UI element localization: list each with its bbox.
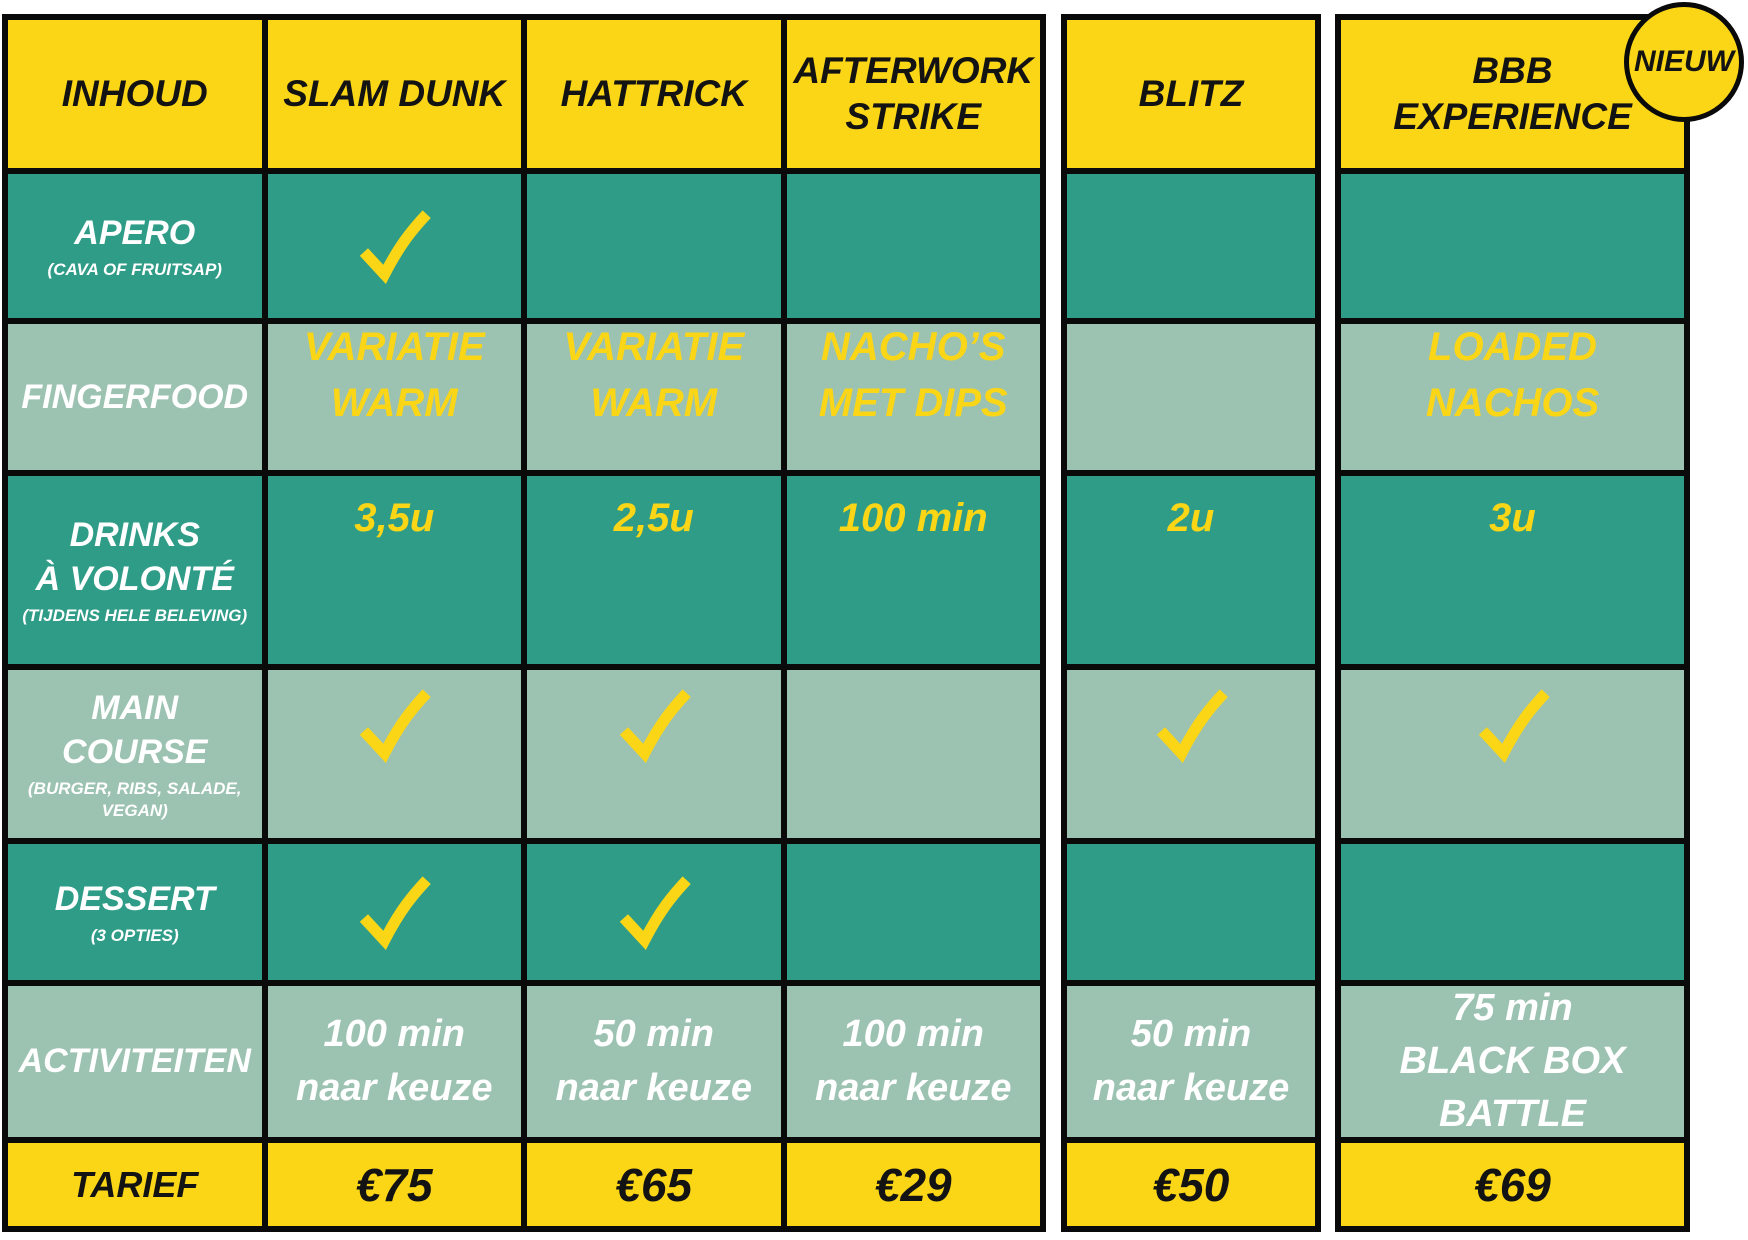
cell-drinks-bbb: 3u: [1341, 476, 1684, 664]
cell-dessert-blitz: [1067, 844, 1315, 980]
check-icon: [351, 869, 437, 955]
cell-main-course-afterwork-strike: [786, 670, 1040, 838]
cell-fingerfood-slam-dunk: VARIATIE WARM: [267, 324, 521, 470]
check-icon: [611, 682, 697, 768]
cell-activiteiten-slam-dunk: 100 min naar keuze: [267, 986, 521, 1137]
cell-drinks-blitz: 2u: [1067, 476, 1315, 664]
cell-apero-hattrick: [527, 174, 781, 318]
check-icon: [1470, 682, 1556, 768]
row-title: FINGERFOOD: [21, 377, 249, 416]
cell-apero-blitz: [1067, 174, 1315, 318]
cell-tarief-bbb: €69: [1341, 1143, 1684, 1226]
cell-activiteiten-blitz: 50 min naar keuze: [1067, 986, 1315, 1137]
cell-fingerfood-bbb: LOADED NACHOS: [1341, 324, 1684, 470]
cell-drinks-afterwork-strike: 100 min: [786, 476, 1040, 664]
bbb-experience-package-group: BBB EXPERIENCE LOADED NACHOS 3u 75 min B…: [1335, 14, 1690, 1232]
column-header-inhoud: INHOUD: [8, 20, 262, 168]
row-label-fingerfood: FINGERFOOD: [8, 324, 262, 470]
cell-dessert-hattrick: [527, 844, 781, 980]
row-title: ACTIVITEITEN: [18, 1042, 251, 1081]
pricing-table: INHOUD SLAM DUNK HATTRICK AFTERWORK STRI…: [2, 14, 1690, 1232]
cell-main-course-slam-dunk: [267, 670, 521, 838]
cell-tarief-hattrick: €65: [527, 1143, 781, 1226]
cell-apero-bbb: [1341, 174, 1684, 318]
cell-tarief-blitz: €50: [1067, 1143, 1315, 1226]
cell-drinks-slam-dunk: 3,5u: [267, 476, 521, 664]
row-subtitle: (3 OPTIES): [90, 926, 179, 946]
cell-dessert-afterwork-strike: [786, 844, 1040, 980]
row-subtitle: (BURGER, RIBS, SALADE, VEGAN): [28, 779, 242, 821]
row-title: DRINKS À VOLONTÉ: [35, 515, 234, 598]
cell-tarief-afterwork-strike: €29: [786, 1143, 1040, 1226]
cell-activiteiten-bbb: 75 min BLACK BOX BATTLE: [1341, 986, 1684, 1137]
column-header-hattrick: HATTRICK: [527, 20, 781, 168]
row-subtitle: (CAVA OF FRUITSAP): [47, 260, 222, 280]
cell-main-course-blitz: [1067, 670, 1315, 838]
row-label-main-course: MAIN COURSE (BURGER, RIBS, SALADE, VEGAN…: [8, 670, 262, 838]
cell-main-course-hattrick: [527, 670, 781, 838]
cell-activiteiten-hattrick: 50 min naar keuze: [527, 986, 781, 1137]
cell-tarief-slam-dunk: €75: [267, 1143, 521, 1226]
row-title: DESSERT: [54, 879, 215, 918]
check-icon: [351, 682, 437, 768]
cell-apero-slam-dunk: [267, 174, 521, 318]
row-title: APERO: [74, 213, 196, 252]
row-label-tarief: TARIEF: [8, 1143, 262, 1226]
cell-dessert-bbb: [1341, 844, 1684, 980]
row-label-drinks: DRINKS À VOLONTÉ (TIJDENS HELE BELEVING): [8, 476, 262, 664]
cell-main-course-bbb: [1341, 670, 1684, 838]
main-packages-group: INHOUD SLAM DUNK HATTRICK AFTERWORK STRI…: [2, 14, 1046, 1232]
check-icon: [351, 203, 437, 289]
row-label-dessert: DESSERT (3 OPTIES): [8, 844, 262, 980]
cell-fingerfood-afterwork-strike: NACHO’S MET DIPS: [786, 324, 1040, 470]
blitz-package-group: BLITZ 2u 50 min naar keuze €50: [1061, 14, 1321, 1232]
nieuw-badge-label: NIEUW: [1634, 45, 1734, 78]
cell-fingerfood-hattrick: VARIATIE WARM: [527, 324, 781, 470]
cell-dessert-slam-dunk: [267, 844, 521, 980]
column-header-slam-dunk: SLAM DUNK: [267, 20, 521, 168]
cell-activiteiten-afterwork-strike: 100 min naar keuze: [786, 986, 1040, 1137]
check-icon: [1148, 682, 1234, 768]
row-title: TARIEF: [71, 1163, 199, 1205]
row-subtitle: (TIJDENS HELE BELEVING): [22, 606, 248, 626]
column-header-blitz: BLITZ: [1067, 20, 1315, 168]
row-label-apero: APERO (CAVA OF FRUITSAP): [8, 174, 262, 318]
cell-fingerfood-blitz: [1067, 324, 1315, 470]
nieuw-badge: NIEUW: [1624, 2, 1744, 122]
cell-drinks-hattrick: 2,5u: [527, 476, 781, 664]
check-icon: [611, 869, 697, 955]
row-label-activiteiten: ACTIVITEITEN: [8, 986, 262, 1137]
cell-apero-afterwork-strike: [786, 174, 1040, 318]
row-title: MAIN COURSE: [62, 688, 208, 771]
column-header-afterwork-strike: AFTERWORK STRIKE: [786, 20, 1040, 168]
